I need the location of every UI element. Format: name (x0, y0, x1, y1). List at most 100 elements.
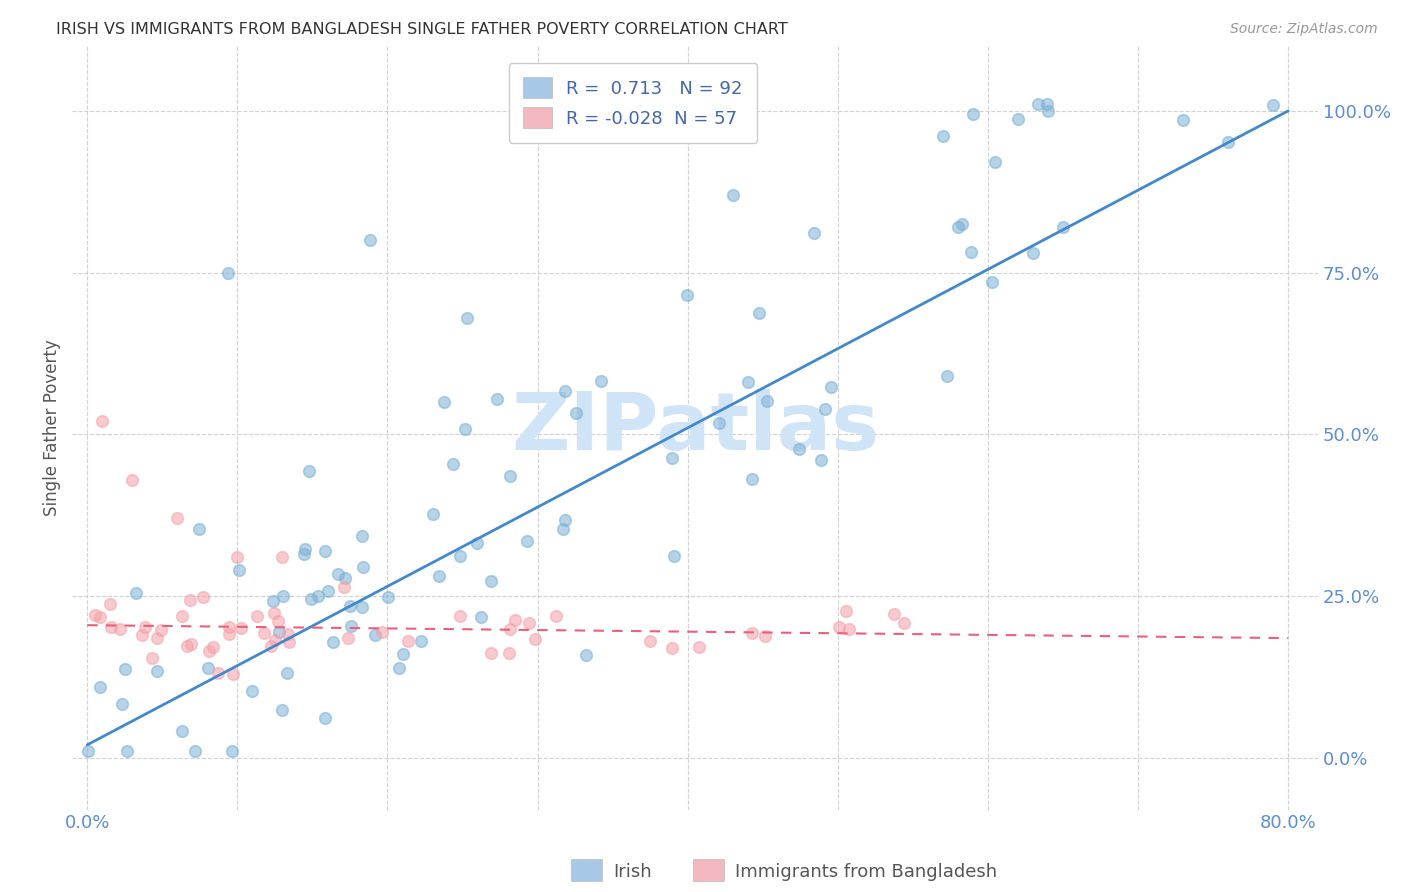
Point (100, 620, 122, 634)
Point (207, 665, 229, 680)
Point (277, 634, 299, 648)
Point (575, 648, 598, 663)
Point (499, 622, 522, 636)
Point (803, 226, 825, 240)
Point (707, 417, 730, 431)
Point (271, 589, 294, 603)
Point (131, 628, 153, 642)
Point (267, 614, 290, 628)
Point (741, 471, 763, 485)
Point (479, 647, 502, 661)
Point (983, 154, 1005, 169)
Point (398, 633, 420, 648)
Point (333, 571, 356, 585)
Point (294, 542, 316, 557)
Point (226, 550, 249, 565)
Point (359, 233, 381, 247)
Point (197, 661, 219, 675)
Point (387, 661, 409, 675)
Point (184, 744, 207, 758)
Point (441, 458, 464, 472)
Point (172, 608, 194, 623)
Point (364, 628, 387, 642)
Point (352, 560, 374, 574)
Point (179, 592, 201, 607)
Point (1261, 98, 1284, 112)
Point (314, 711, 336, 725)
Point (377, 590, 399, 604)
Point (191, 591, 214, 605)
Point (150, 623, 173, 637)
Point (828, 620, 851, 634)
Point (188, 522, 211, 536)
Point (350, 599, 373, 614)
Point (339, 618, 361, 632)
Text: Source: ZipAtlas.com: Source: ZipAtlas.com (1230, 22, 1378, 37)
Text: Irish: Irish (613, 863, 651, 881)
Point (292, 548, 315, 562)
Point (741, 626, 763, 640)
Point (307, 589, 329, 603)
Point (198, 644, 221, 658)
Point (231, 621, 253, 635)
Point (141, 650, 163, 665)
Point (1171, 113, 1194, 128)
Point (221, 744, 243, 758)
Point (218, 627, 240, 641)
Point (465, 535, 488, 549)
Point (1216, 135, 1239, 149)
Point (240, 683, 263, 698)
Point (962, 106, 984, 120)
Point (89, 681, 111, 695)
Point (271, 550, 294, 565)
Point (180, 638, 202, 652)
Point (544, 608, 567, 623)
Point (299, 592, 322, 607)
Point (218, 620, 240, 634)
Point (125, 586, 148, 600)
Point (409, 634, 432, 648)
Point (276, 666, 298, 681)
Point (326, 566, 349, 581)
Point (270, 703, 292, 717)
Point (98, 597, 121, 611)
Point (89, 610, 111, 624)
Point (789, 442, 811, 456)
Point (170, 724, 193, 739)
Point (262, 594, 284, 608)
Point (1022, 246, 1045, 260)
Point (748, 306, 770, 320)
Point (246, 609, 269, 624)
Point (228, 564, 250, 578)
Point (721, 188, 744, 202)
Point (883, 607, 905, 621)
Point (676, 288, 699, 302)
Point (333, 581, 356, 595)
Point (91, 414, 114, 428)
Point (253, 625, 276, 640)
Point (339, 599, 361, 613)
Point (661, 640, 683, 655)
Point (485, 392, 508, 406)
Point (176, 639, 198, 653)
Point (166, 511, 188, 525)
Point (449, 609, 471, 624)
Point (554, 513, 576, 527)
Point (121, 473, 143, 487)
Point (422, 508, 444, 522)
Point (269, 625, 291, 640)
Point (77, 744, 100, 758)
Point (664, 549, 686, 564)
Point (820, 379, 842, 393)
Point (688, 640, 710, 654)
Point (146, 632, 169, 646)
Point (1007, 112, 1029, 126)
Point (314, 544, 336, 558)
Point (114, 662, 136, 676)
Point (814, 401, 837, 416)
Point (108, 622, 131, 636)
Point (565, 406, 588, 420)
Point (217, 266, 239, 280)
Point (589, 374, 612, 388)
Point (263, 606, 285, 620)
